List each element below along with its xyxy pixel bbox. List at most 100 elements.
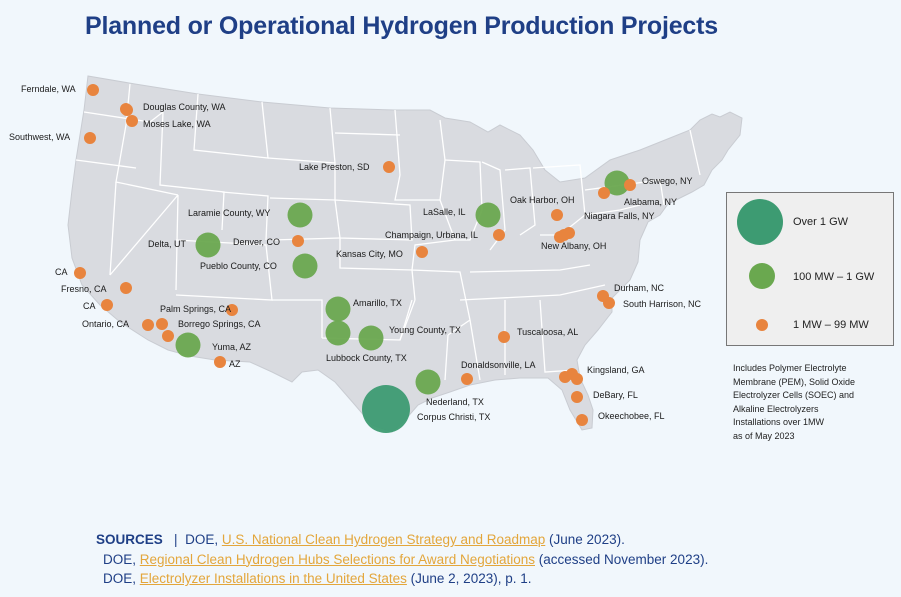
contiguous-us-shape xyxy=(67,75,743,433)
project-label-champaign-urbana-il: Champaign, Urbana, IL xyxy=(385,230,478,240)
legend-marker-1mw-99mw xyxy=(756,319,768,331)
project-label-new-albany-oh: New Albany, OH xyxy=(541,241,606,251)
project-marker-okeechobee-fl xyxy=(576,414,588,426)
project-marker-delta-ut xyxy=(195,232,221,258)
project-label-lasalle-il: LaSalle, IL xyxy=(423,207,466,217)
legend-label: Over 1 GW xyxy=(793,216,849,228)
sources-separator: | xyxy=(174,532,178,547)
note-line: as of May 2023 xyxy=(733,430,795,441)
legend-label: 100 MW – 1 GW xyxy=(793,271,875,283)
project-marker-yuma-az xyxy=(175,332,201,358)
project-label-douglas-county-wa: Douglas County, WA xyxy=(143,102,226,112)
project-marker-lubbock-county-tx xyxy=(325,320,351,346)
project-marker-ca xyxy=(74,267,86,279)
project-label-ferndale-wa: Ferndale, WA xyxy=(21,84,76,94)
project-label-niagara-falls-ny: Niagara Falls, NY xyxy=(584,211,655,221)
source-suffix: (June 2, 2023), p. 1. xyxy=(406,571,532,586)
project-label-ca: CA xyxy=(83,301,96,311)
source-prefix: DOE, xyxy=(185,532,222,547)
project-marker-ferndale-wa xyxy=(87,84,99,96)
project-label-okeechobee-fl: Okeechobee, FL xyxy=(598,411,665,421)
note-line: Installations over 1MW xyxy=(733,417,825,427)
project-marker-denver-co xyxy=(292,235,304,247)
project-label-tuscaloosa-al: Tuscaloosa, AL xyxy=(517,327,578,337)
project-marker-lake-preston-sd xyxy=(383,161,395,173)
source-line-1: SOURCES | DOE, U.S. National Clean Hydro… xyxy=(96,530,708,550)
project-label-durham-nc: Durham, NC xyxy=(614,283,665,293)
project-label-laramie-county-wy: Laramie County, WY xyxy=(188,208,270,218)
project-marker-extra xyxy=(226,304,238,316)
project-marker-lasalle-il xyxy=(475,202,501,228)
legend-item-1mw-99mw: 1 MW – 99 MW xyxy=(727,313,893,337)
project-label-denver-co: Denver, CO xyxy=(233,237,280,247)
project-marker-extra xyxy=(571,373,583,385)
legend-item-100mw-1gw: 100 MW – 1 GW xyxy=(727,261,893,295)
project-label-ontario-ca: Ontario, CA xyxy=(82,319,129,329)
project-label-kingsland-ga: Kingsland, GA xyxy=(587,365,645,375)
project-marker-fresno-ca xyxy=(120,282,132,294)
project-marker-tuscaloosa-al xyxy=(498,331,510,343)
project-label-amarillo-tx: Amarillo, TX xyxy=(353,298,402,308)
project-marker-extra xyxy=(563,227,575,239)
sources: SOURCES | DOE, U.S. National Clean Hydro… xyxy=(96,530,708,589)
project-marker-oak-harbor-oh xyxy=(551,209,563,221)
page-title: Planned or Operational Hydrogen Producti… xyxy=(85,12,718,40)
project-marker-moses-lake-wa xyxy=(126,115,138,127)
project-marker-palm-springs-ca xyxy=(156,318,168,330)
source-suffix: (June 2023). xyxy=(545,532,625,547)
note-line: Includes Polymer Electrolyte xyxy=(733,363,847,373)
note-line: Electrolyzer Cells (SOEC) and xyxy=(733,390,855,400)
note-line: Membrane (PEM), Solid Oxide xyxy=(733,376,856,387)
source-link-electrolyzer[interactable]: Electrolyzer Installations in the United… xyxy=(139,571,407,586)
project-label-nederland-tx: Nederland, TX xyxy=(426,397,484,407)
project-label-debary-fl: DeBary, FL xyxy=(593,390,638,400)
state-borders xyxy=(75,83,701,381)
project-marker-pueblo-county-co xyxy=(292,253,318,279)
project-marker-kansas-city-mo xyxy=(416,246,428,258)
project-label-yuma-az: Yuma, AZ xyxy=(212,342,252,352)
project-label-southwest-wa: Southwest, WA xyxy=(9,132,70,142)
project-marker-ca xyxy=(101,299,113,311)
project-marker-champaign-urbana-il xyxy=(493,229,505,241)
project-marker-extra xyxy=(120,103,132,115)
project-marker-oswego-ny xyxy=(624,179,636,191)
source-line-3: DOE, Electrolyzer Installations in the U… xyxy=(96,569,708,589)
project-marker-southwest-wa xyxy=(84,132,96,144)
source-line-2: DOE, Regional Clean Hydrogen Hubs Select… xyxy=(96,550,708,570)
legend: Over 1 GW 100 MW – 1 GW 1 MW – 99 MW xyxy=(726,192,894,346)
source-link-roadmap[interactable]: U.S. National Clean Hydrogen Strategy an… xyxy=(221,532,546,547)
project-label-oak-harbor-oh: Oak Harbor, OH xyxy=(510,195,575,205)
project-label-oswego-ny: Oswego, NY xyxy=(642,176,693,186)
project-label-borrego-springs-ca: Borrego Springs, CA xyxy=(178,319,261,329)
map-base xyxy=(67,75,743,433)
project-marker-niagara-falls-ny xyxy=(554,231,566,243)
project-label-lubbock-county-tx: Lubbock County, TX xyxy=(326,353,407,363)
project-marker-extra xyxy=(598,187,610,199)
project-label-alabama-ny: Alabama, NY xyxy=(624,197,677,207)
project-marker-debary-fl xyxy=(571,391,583,403)
project-marker-extra xyxy=(559,371,571,383)
project-label-ca: CA xyxy=(55,267,68,277)
project-marker-corpus-christi-tx xyxy=(362,385,410,433)
legend-marker-over-1gw xyxy=(737,199,783,245)
project-label-fresno-ca: Fresno, CA xyxy=(61,284,107,294)
sources-label: SOURCES xyxy=(96,532,163,547)
project-marker-amarillo-tx xyxy=(325,296,351,322)
project-label-az: AZ xyxy=(229,359,241,369)
legend-item-over-1gw: Over 1 GW xyxy=(727,197,893,257)
project-label-pueblo-county-co: Pueblo County, CO xyxy=(200,261,277,271)
project-marker-az xyxy=(214,356,226,368)
project-label-kansas-city-mo: Kansas City, MO xyxy=(336,249,403,259)
project-marker-nederland-tx xyxy=(415,369,441,395)
project-label-delta-ut: Delta, UT xyxy=(148,239,187,249)
project-marker-south-harrison-nc xyxy=(603,297,615,309)
project-marker-donaldsonville-la xyxy=(461,373,473,385)
project-marker-alabama-ny xyxy=(604,170,630,196)
source-prefix: DOE, xyxy=(103,551,140,567)
legend-label: 1 MW – 99 MW xyxy=(793,319,869,331)
source-link-hubs[interactable]: Regional Clean Hydrogen Hubs Selections … xyxy=(139,551,535,567)
project-label-lake-preston-sd: Lake Preston, SD xyxy=(299,162,370,172)
project-labels: Ferndale, WA Douglas County, WA Moses Lake… xyxy=(9,84,702,422)
project-label-donaldsonville-la: Donaldsonville, LA xyxy=(461,360,536,370)
